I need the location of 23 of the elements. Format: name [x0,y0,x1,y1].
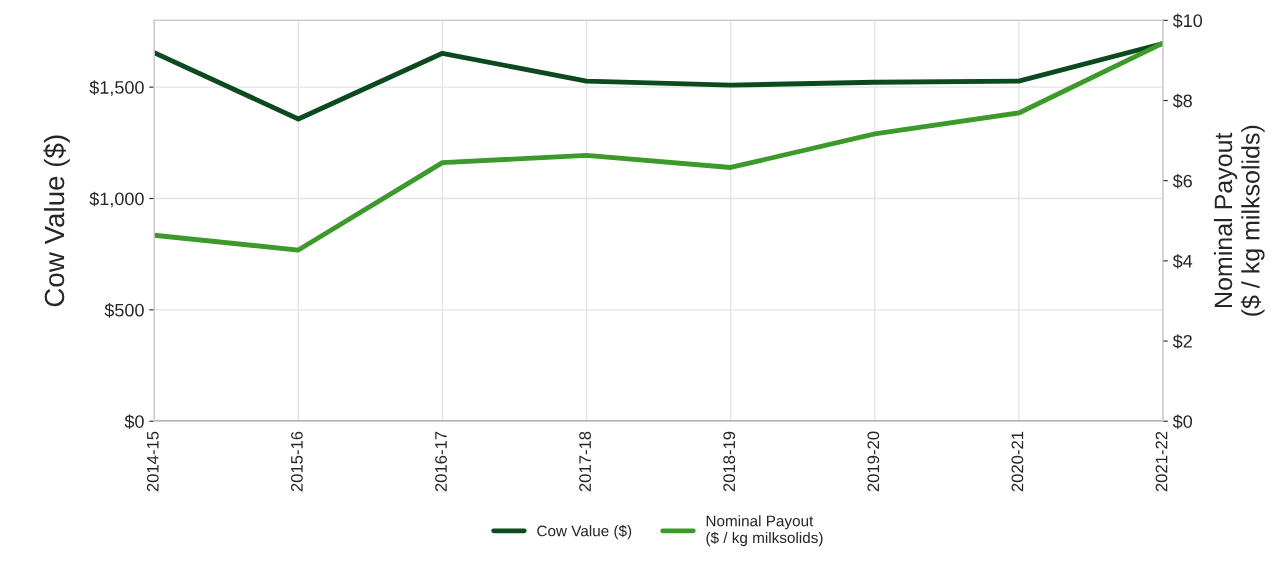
x-tick-label: 2014-15 [146,431,159,492]
y-tick-label: $500 [104,303,144,318]
y-axis-title: Cow Value ($) [43,135,70,307]
y2-tick-label: $2 [1172,334,1192,349]
y-tick-label: $0 [124,414,144,430]
x-tick-label: 2018-19 [723,431,736,492]
y2-axis-title: Nominal Payout ($ / kg milksolids) [1213,125,1265,316]
y-tick-label: $1,000 [89,191,144,208]
legend-label: Cow Value ($) [537,524,632,540]
x-tick-label: 2015-16 [290,431,303,492]
legend-label: Nominal Payout ($ / kg milksolids) [706,515,823,547]
y-tick-label: $1,500 [89,80,144,96]
y2-tick-label: $4 [1172,254,1193,269]
line-series [154,40,1163,253]
y2-tick-label: $6 [1172,173,1192,189]
x-tick-label: 2017-18 [579,431,591,492]
x-tick-label: 2020-21 [1011,431,1024,492]
y2-tick-label: $0 [1172,414,1193,430]
x-tick-label: 2019-20 [867,431,880,492]
x-tick-label: 2016-17 [435,431,447,492]
x-tick-label: 2021-22 [1155,431,1168,492]
y2-tick-label: $10 [1172,13,1203,29]
y2-tick-label: $8 [1172,93,1192,109]
